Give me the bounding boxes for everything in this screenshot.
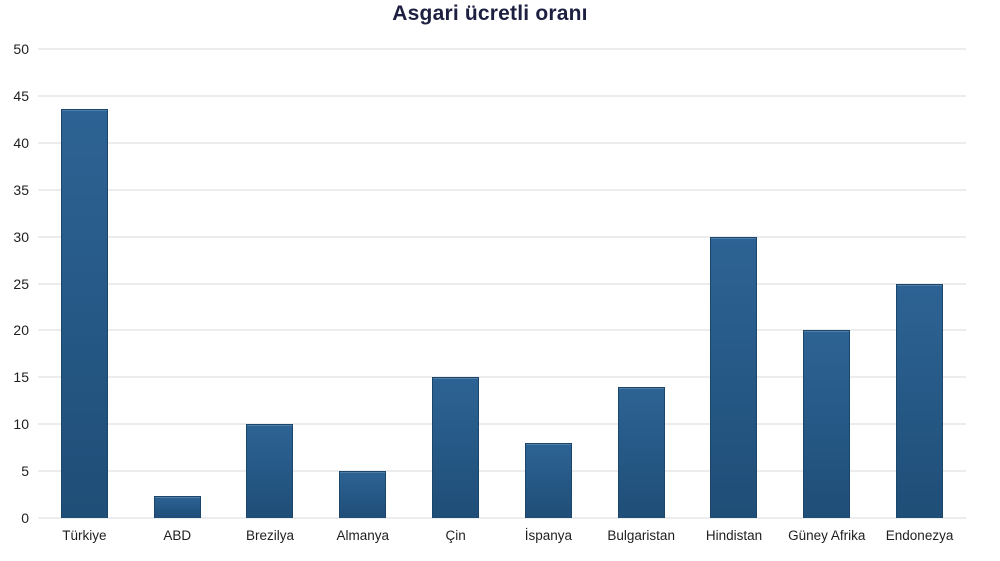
gridline bbox=[38, 470, 966, 472]
y-axis-tick-label: 35 bbox=[13, 181, 29, 198]
chart-title: Asgari ücretli oranı bbox=[392, 2, 588, 25]
y-axis-tick-label: 25 bbox=[13, 275, 29, 292]
gridline bbox=[38, 517, 966, 519]
x-axis-label-abd: ABD bbox=[163, 528, 192, 543]
gridline bbox=[38, 189, 966, 191]
gridline bbox=[38, 283, 966, 284]
gridline bbox=[38, 329, 966, 331]
category-slot-guneyafrika: Güney Afrika bbox=[780, 49, 873, 542]
y-axis-tick-label: 50 bbox=[13, 41, 29, 57]
category-slot-hindistan: Hindistan bbox=[688, 49, 781, 542]
y-axis-tick-label: 5 bbox=[21, 463, 29, 480]
category-slot-brezilya: Brezilya bbox=[224, 49, 317, 542]
y-axis: 0 5 10 15 20 25 30 35 40 45 50 bbox=[13, 42, 966, 525]
bar-turkiye bbox=[60, 109, 108, 518]
y-axis-tick-label: 30 bbox=[13, 228, 29, 245]
category-slot-almanya: Almanya bbox=[316, 49, 409, 542]
bar-cin bbox=[432, 377, 480, 518]
bar-abd bbox=[153, 496, 201, 518]
bar-endonezya bbox=[896, 283, 944, 518]
category-slot-bulgaristan: Bulgaristan bbox=[595, 49, 688, 542]
gridline bbox=[38, 236, 966, 238]
bar-brezilya bbox=[246, 424, 294, 518]
gridlines bbox=[38, 48, 966, 519]
gridline bbox=[38, 376, 966, 378]
category-slot-cin: Çin bbox=[409, 49, 502, 542]
x-axis-label-turkiye: Türkiye bbox=[62, 528, 107, 543]
y-axis-tick-label: 0 bbox=[21, 510, 29, 526]
x-axis-label-bulgaristan: Bulgaristan bbox=[607, 528, 675, 543]
category-slot-turkiye: Türkiye bbox=[38, 49, 131, 542]
category-slot-abd: ABD bbox=[131, 49, 224, 542]
bar-almanya bbox=[339, 471, 387, 518]
category-slot-endonezya: Endonezya bbox=[873, 49, 966, 542]
gridline bbox=[38, 95, 966, 97]
x-axis-label-brezilya: Brezilya bbox=[245, 528, 294, 543]
bar-ispanya bbox=[524, 442, 572, 518]
y-axis-tick-label: 20 bbox=[13, 322, 29, 339]
gridline bbox=[38, 48, 966, 50]
x-axis-label-hindistan: Hindistan bbox=[705, 528, 763, 543]
x-axis-label-endonezya: Endonezya bbox=[885, 528, 954, 543]
bars: Türkiye ABD Brezilya Almanya Çin İspanya Bulga… bbox=[38, 49, 966, 542]
plot-area: 0 5 10 15 20 25 30 35 40 45 50 Türkiye ABD Brezilya A… bbox=[13, 42, 966, 542]
y-axis-tick-label: 40 bbox=[13, 134, 29, 151]
x-axis-label-cin: Çin bbox=[445, 528, 466, 543]
y-axis-tick-label: 10 bbox=[13, 416, 29, 433]
category-slot-ispanya: İspanya bbox=[502, 49, 595, 542]
bar-hindistan bbox=[710, 236, 758, 518]
bar-bulgaristan bbox=[617, 386, 665, 518]
gridline bbox=[38, 423, 966, 425]
y-axis-tick-label: 15 bbox=[13, 369, 29, 386]
x-axis-label-ispanya: İspanya bbox=[524, 528, 573, 543]
bar-guneyafrika bbox=[803, 330, 851, 518]
x-axis-label-guneyafrika: Güney Afrika bbox=[788, 528, 866, 543]
x-axis-label-almanya: Almanya bbox=[336, 528, 390, 543]
gridline bbox=[38, 142, 966, 144]
y-axis-tick-label: 45 bbox=[13, 87, 29, 104]
